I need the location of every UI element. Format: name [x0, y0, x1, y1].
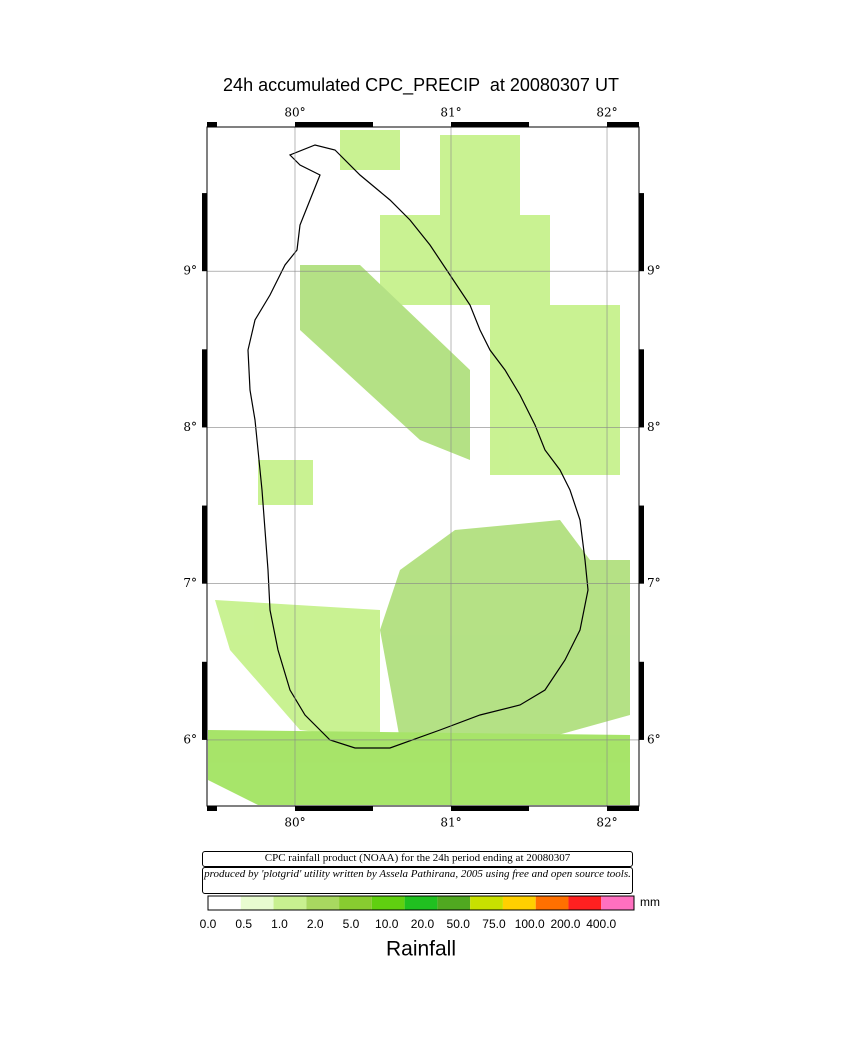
rain-patches: [208, 130, 630, 805]
frame-segment: [607, 122, 639, 127]
x-tick-label: 80°: [284, 816, 305, 830]
frame-segment: [294, 122, 373, 127]
coastline: [247, 144, 589, 749]
frame-segment: [202, 661, 207, 740]
colorbar-cell: [371, 896, 405, 910]
y-tick-label: 9°: [183, 264, 197, 278]
rain-patch: [300, 265, 470, 460]
frame-segment: [451, 806, 530, 811]
rain-patch: [380, 520, 630, 740]
rain-patch: [490, 305, 620, 475]
colorbar-label: 1.0: [271, 917, 288, 931]
map-title: 24h accumulated CPC_PRECIP at 20080307 U…: [223, 75, 619, 96]
y-tick-label: 6°: [647, 732, 661, 746]
frame-segment: [639, 349, 644, 428]
colorbar-border: [207, 895, 635, 911]
y-tick-label: 9°: [647, 264, 661, 278]
frame-segment: [607, 806, 639, 811]
frame-segment: [639, 661, 644, 740]
colorbar-label: 200.0: [550, 917, 580, 931]
map-border: [206, 126, 640, 807]
map-frame: [206, 126, 640, 807]
colorbar-cell: [535, 896, 569, 910]
colorbar-cell: [306, 896, 340, 910]
y-tick-label: 8°: [183, 420, 197, 434]
colorbar-cell: [404, 896, 438, 910]
info-line: CPC rainfall product (NOAA) for the 24h …: [264, 852, 571, 864]
x-tick-label: 80°: [284, 106, 305, 120]
colorbar-label: 5.0: [343, 917, 360, 931]
colorbar-label: 100.0: [515, 917, 545, 931]
colorbar-label: 75.0: [482, 917, 506, 931]
info-box: produced by 'plotgrid' utility written b…: [202, 867, 633, 894]
x-tick-label: 82°: [596, 816, 617, 830]
colorbar-label: 2.0: [307, 917, 324, 931]
y-tick-label: 8°: [647, 420, 661, 434]
frame-segment: [207, 806, 217, 811]
rain-patch: [258, 460, 313, 505]
colorbar-cell: [339, 896, 372, 910]
frame-segment: [202, 505, 207, 584]
colorbar-cell: [568, 896, 602, 910]
colorbar-title: Rainfall: [386, 938, 456, 961]
frame-segment: [202, 193, 207, 272]
frame-segment: [294, 806, 373, 811]
colorbar-cell: [601, 896, 634, 910]
colorbar-label: 0.5: [235, 917, 252, 931]
frame-segment: [639, 505, 644, 584]
y-tick-label: 7°: [647, 576, 661, 590]
x-tick-label: 82°: [596, 106, 617, 120]
colorbar-unit: mm: [640, 895, 660, 909]
colorbar-cell: [470, 896, 503, 910]
info-box: CPC rainfall product (NOAA) for the 24h …: [202, 851, 633, 867]
frame-segment: [207, 122, 217, 127]
colorbar-label: 0.0: [200, 917, 217, 931]
frame-segment: [639, 193, 644, 272]
info-line: produced by 'plotgrid' utility written b…: [204, 868, 631, 880]
frame-segment: [202, 349, 207, 428]
colorbar-cell: [240, 896, 274, 910]
rain-patch: [215, 600, 380, 740]
colorbar-cell: [273, 896, 307, 910]
colorbar-label: 400.0: [586, 917, 616, 931]
colorbar-cell: [437, 896, 471, 910]
rain-patch: [340, 130, 400, 170]
rain-patch: [208, 730, 630, 805]
rain-patch: [380, 215, 550, 305]
colorbar-label: 20.0: [411, 917, 435, 931]
y-tick-label: 7°: [183, 576, 197, 590]
colorbar-cell: [502, 896, 536, 910]
frame-segment: [451, 122, 530, 127]
x-tick-label: 81°: [440, 816, 461, 830]
y-tick-label: 6°: [183, 732, 197, 746]
x-tick-label: 81°: [440, 106, 461, 120]
colorbar-label: 50.0: [447, 917, 471, 931]
colorbar-cell: [208, 896, 241, 910]
colorbar-label: 10.0: [375, 917, 399, 931]
